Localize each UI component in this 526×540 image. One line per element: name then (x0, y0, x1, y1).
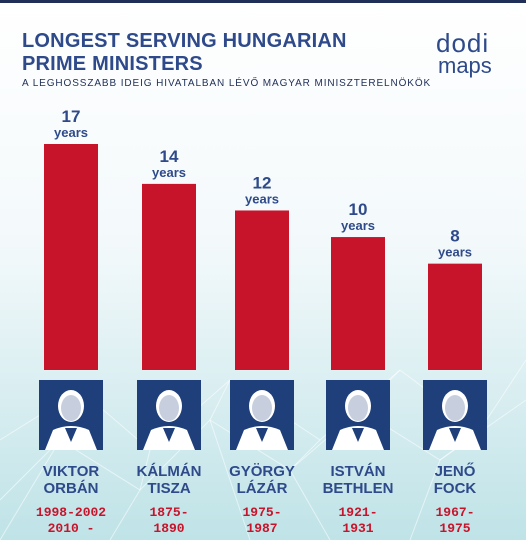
bar-1 (142, 183, 196, 370)
chart-title: LONGEST SERVING HUNGARIAN PRIME MINISTER… (22, 30, 382, 76)
bar-unit-label: years (54, 125, 88, 140)
pm-years: 1921- 1931 (313, 505, 403, 537)
pm-years-line-1: 1998-2002 (35, 505, 107, 520)
pm-last-name: TISZA (147, 480, 191, 497)
portrait-icon (326, 380, 390, 450)
bar-unit-label: years (152, 165, 186, 180)
pm-years: 1998-2002 2010 - (26, 505, 116, 537)
pm-last-name: ORBÁN (43, 480, 99, 497)
chart-subtitle: A LEGHOSSZABB IDEIG HIVATALBAN LÉVŐ MAGY… (22, 78, 432, 89)
bar-0 (44, 144, 98, 370)
pm-years: 1875- 1890 (124, 505, 214, 537)
pm-years-line-2: 1975 (439, 521, 471, 536)
bar-value-label: 12 (253, 173, 272, 192)
pm-first-name: JENŐ (434, 463, 476, 480)
logo-line-2: maps (438, 53, 492, 78)
pm-years: 1967- 1975 (410, 505, 500, 537)
pm-first-name: VIKTOR (42, 463, 100, 480)
logo-line-1: dodi (436, 28, 490, 58)
pm-card: GYÖRGY LÁZÁR 1975- 1987 (217, 380, 307, 537)
pm-last-name: FOCK (433, 480, 477, 497)
bar-value-label: 17 (62, 107, 81, 126)
title-line-2: PRIME MINISTERS (22, 53, 203, 75)
pm-years-line-2: 2010 - (47, 521, 95, 536)
pm-name: ISTVÁN BETHLEN (313, 463, 403, 497)
portrait-icon (39, 380, 103, 450)
bar-unit-label: years (438, 245, 472, 260)
portrait-icon (230, 380, 294, 450)
bar-2 (235, 210, 289, 370)
pm-years-line-1: 1967- (435, 505, 475, 520)
bar-value-label: 8 (450, 227, 459, 246)
pm-card: ISTVÁN BETHLEN 1921- 1931 (313, 380, 403, 537)
pm-name: GYÖRGY LÁZÁR (217, 463, 307, 497)
pm-name: VIKTOR ORBÁN (26, 463, 116, 497)
pm-years-line-2: 1931 (342, 521, 374, 536)
pm-card: JENŐ FOCK 1967- 1975 (410, 380, 500, 537)
pm-years-line-2: 1987 (246, 521, 278, 536)
portrait-icon (423, 380, 487, 450)
pm-years: 1975- 1987 (217, 505, 307, 537)
pm-first-name: GYÖRGY (229, 463, 295, 480)
bar-unit-label: years (245, 191, 279, 206)
pm-first-name: ISTVÁN (330, 463, 386, 480)
top-rule (0, 0, 526, 3)
pm-first-name: KÁLMÁN (136, 463, 202, 480)
bar-3 (331, 237, 385, 370)
pm-card: KÁLMÁN TISZA 1875- 1890 (124, 380, 214, 537)
pm-years-line-1: 1921- (338, 505, 378, 520)
pm-last-name: LÁZÁR (236, 480, 288, 497)
pm-years-line-1: 1975- (242, 505, 282, 520)
pm-name: JENŐ FOCK (410, 463, 500, 497)
pm-name: KÁLMÁN TISZA (124, 463, 214, 497)
bar-value-label: 14 (160, 147, 179, 166)
portrait-icon (137, 380, 201, 450)
title-line-1: LONGEST SERVING HUNGARIAN (22, 30, 347, 52)
pm-years-line-1: 1875- (149, 505, 189, 520)
pm-years-line-2: 1890 (153, 521, 185, 536)
bar-4 (428, 263, 482, 370)
bar-unit-label: years (341, 218, 375, 233)
pm-last-name: BETHLEN (322, 480, 394, 497)
pm-card: VIKTOR ORBÁN 1998-2002 2010 - (26, 380, 116, 537)
dodi-maps-logo: dodi maps (436, 28, 506, 78)
bar-value-label: 10 (349, 200, 368, 219)
